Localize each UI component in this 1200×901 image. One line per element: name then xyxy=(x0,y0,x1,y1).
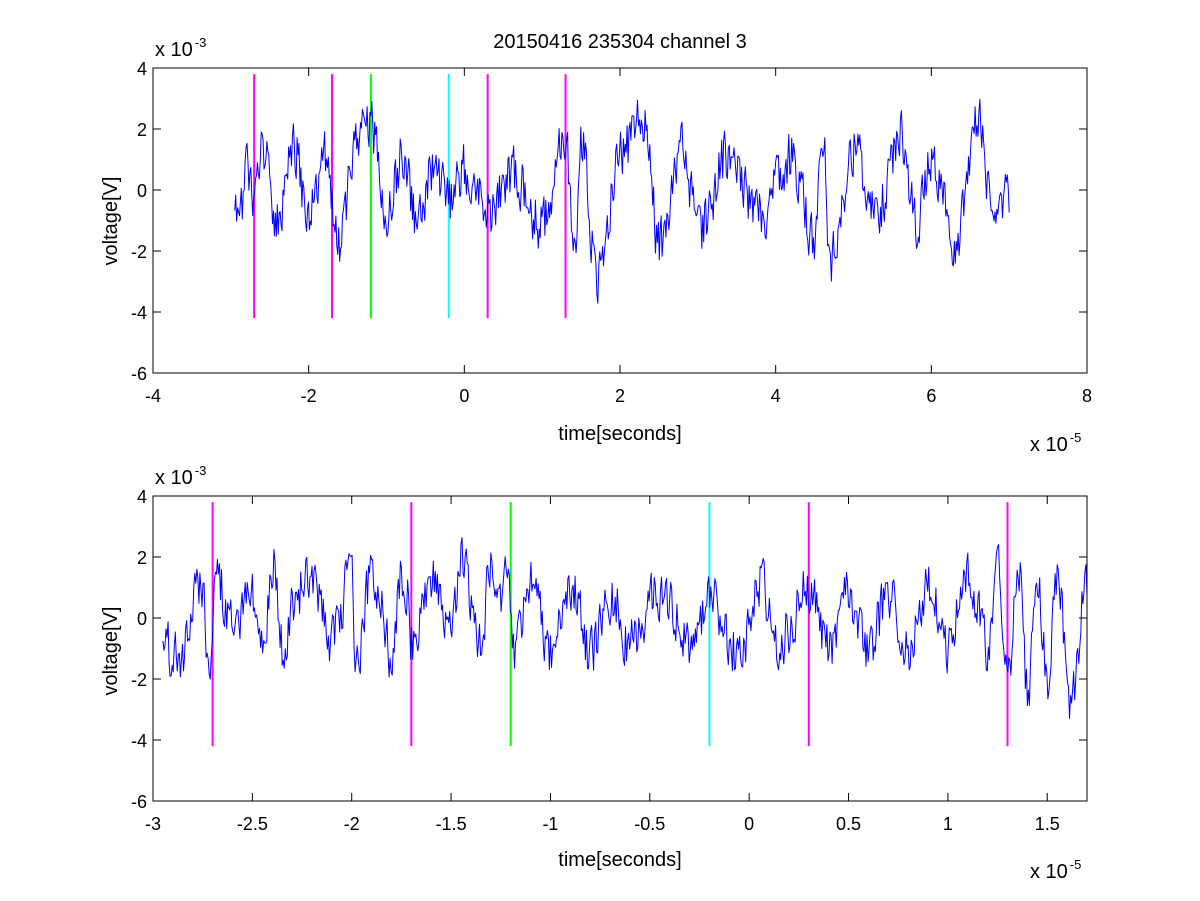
y-multiplier: x 10 -3 xyxy=(155,463,206,489)
y-ticks: -6 -4 -2 0 2 4 xyxy=(131,59,1087,384)
y-tick-label: 2 xyxy=(137,548,147,568)
y-tick-label: -4 xyxy=(131,731,147,751)
x-axis-label: time[seconds] xyxy=(558,849,681,871)
y-multiplier: x 10 -3 xyxy=(155,35,206,61)
x-tick-label: 0 xyxy=(459,386,469,406)
y-tick-label: 2 xyxy=(137,120,147,140)
x-tick-label: -3 xyxy=(145,814,161,834)
y-tick-label: -2 xyxy=(131,670,147,690)
x-multiplier-exp: -5 xyxy=(1070,857,1082,872)
chart-title: 20150416 235304 channel 3 xyxy=(493,31,747,53)
x-axis-label: time[seconds] xyxy=(558,423,681,445)
x-tick-label: 1.5 xyxy=(1035,814,1060,834)
voltage-trace xyxy=(234,98,1010,304)
top-axes: 20150416 235304 channel 3 -4 -2 0 2 4 6 8 -6-4… xyxy=(100,31,1092,456)
x-ticks: -3 -2.5 -2 -1.5 -1 -0.5 0 0.5 1 1.5 xyxy=(145,496,1060,834)
y-tick-label: 4 xyxy=(137,59,147,79)
x-ticks: -4 -2 0 2 4 6 8 xyxy=(145,68,1092,406)
y-tick-label: 0 xyxy=(137,181,147,201)
x-tick-label: -1 xyxy=(542,814,558,834)
x-tick-label: 8 xyxy=(1082,386,1092,406)
y-multiplier-base: x 10 xyxy=(155,39,193,61)
x-multiplier: x 10 -5 xyxy=(1030,857,1081,883)
x-tick-label: -4 xyxy=(145,386,161,406)
y-tick-label: 4 xyxy=(137,487,147,507)
x-tick-label: -2 xyxy=(301,386,317,406)
x-tick-label: 4 xyxy=(771,386,781,406)
x-multiplier-exp: -5 xyxy=(1070,430,1082,445)
y-tick-label: -4 xyxy=(131,303,147,323)
axes-box xyxy=(152,495,1088,802)
event-markers xyxy=(211,502,1009,747)
y-ticks: -6 -4 -2 0 2 4 xyxy=(131,487,1087,812)
bottom-axes: -3 -2.5 -2 -1.5 -1 -0.5 0 0.5 1 1.5 -6 -4 -2 0 2 4 tim… xyxy=(100,463,1088,883)
y-axis-label: voltage[V] xyxy=(100,177,122,266)
voltage-trace xyxy=(162,537,1088,719)
x-multiplier-base: x 10 xyxy=(1030,434,1068,456)
x-multiplier: x 10 -5 xyxy=(1030,430,1081,456)
x-tick-label: -2 xyxy=(344,814,360,834)
x-tick-label: -2.5 xyxy=(237,814,268,834)
y-axis-label: voltage[V] xyxy=(100,607,122,696)
y-multiplier-exp: -3 xyxy=(195,35,207,50)
y-multiplier-base: x 10 xyxy=(155,467,193,489)
x-tick-label: 0 xyxy=(744,814,754,834)
x-tick-label: 6 xyxy=(926,386,936,406)
y-tick-label: 0 xyxy=(137,609,147,629)
x-multiplier-base: x 10 xyxy=(1030,861,1068,883)
x-tick-label: 0.5 xyxy=(836,814,861,834)
x-tick-label: 2 xyxy=(615,386,625,406)
x-tick-label: -0.5 xyxy=(634,814,665,834)
y-multiplier-exp: -3 xyxy=(195,463,207,478)
x-tick-label: -1.5 xyxy=(436,814,467,834)
y-tick-label: -6 xyxy=(131,364,147,384)
y-tick-label: -6 xyxy=(131,792,147,812)
y-tick-label: -2 xyxy=(131,242,147,262)
x-tick-label: 1 xyxy=(943,814,953,834)
